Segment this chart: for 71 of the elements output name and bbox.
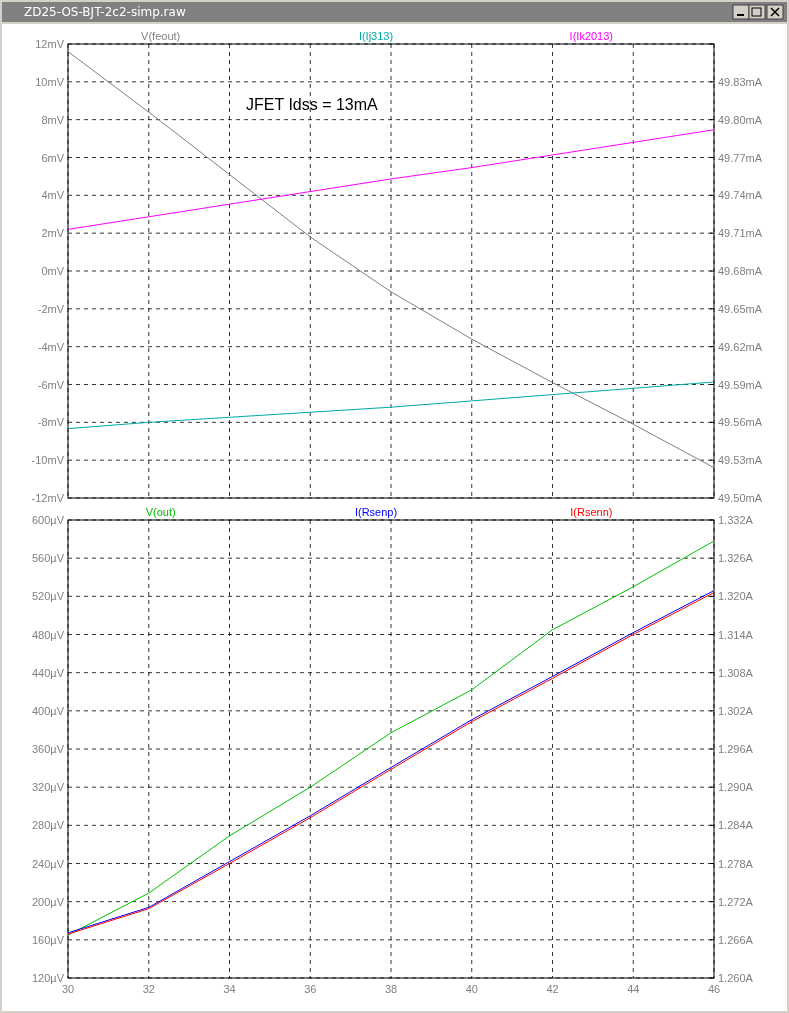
y-tick-label: -4mV: [37, 340, 65, 353]
y2-tick-label: 49.53mA: [718, 454, 763, 467]
y-tick-label: 200µV: [31, 895, 65, 908]
y-tick-label: 280µV: [31, 819, 65, 832]
y2-tick-label: 1.332A: [718, 514, 754, 526]
y-tick-label: 0mV: [41, 265, 65, 277]
y-tick-label: 2mV: [41, 227, 65, 240]
y-tick-label: 320µV: [31, 781, 65, 794]
y-tick-label: 120µV: [31, 972, 65, 984]
y-tick-label: 480µV: [31, 628, 65, 641]
line-series: [67, 129, 715, 230]
x-tick-label: 38: [384, 983, 398, 995]
text: I(Ik2013): [569, 30, 614, 42]
x-tick-label: 42: [546, 983, 559, 995]
text: I(Rsenp): [354, 506, 398, 518]
y2-tick-label: 1.272A: [718, 895, 754, 908]
x-tick-label: 34: [223, 983, 236, 995]
text: V(feout): [141, 30, 181, 42]
y-tick-label: 8mV: [41, 113, 65, 126]
x-tick-label: 40: [465, 983, 478, 995]
y2-tick-label: 1.278A: [718, 857, 754, 870]
x-tick-label: 36: [304, 983, 317, 995]
y-tick-label: -6mV: [37, 378, 65, 391]
x-tick-label: 44: [627, 983, 640, 995]
y2-tick-label: 49.50mA: [718, 492, 763, 504]
text: I(Ij313): [358, 30, 394, 42]
y-tick-label: -2mV: [37, 302, 65, 315]
y-tick-label: -8mV: [37, 416, 65, 429]
y-tick-label: 520µV: [31, 590, 65, 603]
y2-tick-label: 49.59mA: [718, 378, 763, 391]
y-tick-label: 4mV: [41, 189, 65, 202]
y-tick-label: 6mV: [41, 151, 65, 164]
x-tick-label: 32: [142, 983, 155, 995]
y-tick-label: 10mV: [35, 75, 65, 88]
y2-tick-label: 49.62mA: [718, 340, 763, 353]
y2-tick-label: 1.290A: [718, 781, 754, 794]
y-tick-label: 440µV: [31, 666, 65, 679]
line-series: [67, 381, 715, 430]
line-series: [67, 51, 715, 469]
y-tick-label: 360µV: [31, 743, 65, 755]
y-tick-label: -12mV: [31, 492, 65, 504]
y-tick-label: 12mV: [35, 38, 65, 50]
y2-tick-label: 49.83mA: [718, 75, 763, 88]
y-tick-label: 240µV: [31, 857, 65, 870]
y2-tick-label: 1.320A: [718, 590, 754, 603]
y2-tick-label: 49.80mA: [718, 113, 763, 126]
y2-tick-label: 49.65mA: [718, 302, 763, 315]
x-tick-label: 46: [707, 983, 721, 995]
y2-tick-label: 1.308A: [718, 666, 754, 679]
y2-tick-label: 1.326A: [718, 552, 754, 565]
y2-tick-label: 49.71mA: [718, 227, 763, 240]
y-tick-label: 400µV: [31, 704, 65, 717]
y2-tick-label: 1.314A: [718, 628, 754, 641]
y2-tick-label: 49.77mA: [718, 151, 763, 164]
text: V(out): [145, 506, 176, 518]
y2-tick-label: 49.74mA: [718, 189, 763, 202]
y2-tick-label: 1.296A: [718, 743, 754, 755]
y2-tick-label: 1.284A: [718, 819, 754, 832]
annotation: JFET Idss = 13mA: [246, 96, 379, 113]
y-tick-label: 160µV: [31, 933, 65, 946]
y2-tick-label: 49.56mA: [718, 416, 763, 429]
y2-tick-label: 1.302A: [718, 704, 754, 717]
y-tick-label: 560µV: [31, 552, 65, 565]
y-tick-label: 600µV: [31, 514, 65, 526]
x-tick-label: 30: [61, 983, 75, 995]
y-tick-label: -10mV: [31, 454, 65, 467]
y2-tick-label: 49.68mA: [718, 265, 763, 277]
y2-tick-label: 1.260A: [718, 972, 754, 984]
chart-title: ZD25-OS-BJT-2c2-simp.raw: [24, 5, 186, 19]
text: I(Rsenn): [570, 506, 613, 518]
y2-tick-label: 1.266A: [718, 933, 754, 946]
